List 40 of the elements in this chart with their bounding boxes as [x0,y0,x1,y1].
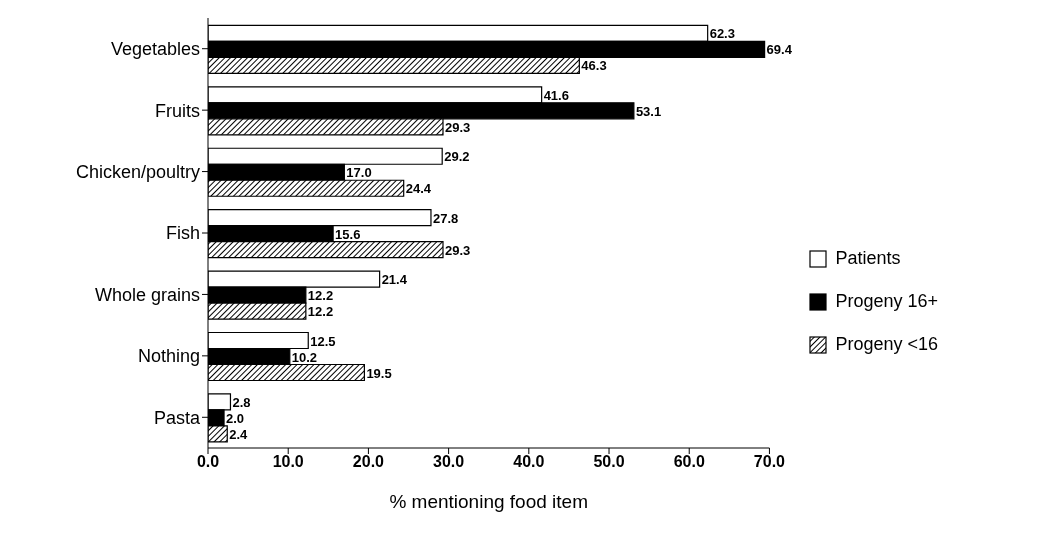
data-label: 12.5 [310,333,336,349]
y-tick-label: Whole grains [94,284,200,305]
legend-label: Progeny <16 [835,334,938,355]
x-tick-label: 60.0 [673,453,705,471]
data-label: 62.3 [709,26,735,42]
data-label: 41.6 [543,87,569,103]
x-tick-label: 40.0 [513,453,545,471]
y-tick-label: Fish [165,223,200,244]
y-tick-label: Fruits [155,100,200,121]
y-tick-label: Vegetables [110,39,200,60]
data-label: 2.8 [232,394,251,410]
x-tick-label: 0.0 [196,453,220,471]
legend-label: Patients [835,248,901,269]
data-label: 46.3 [581,58,607,74]
data-label: 29.3 [445,119,471,135]
legend-label: Progeny 16+ [835,291,938,312]
x-axis-title: % mentioning food item [389,491,588,512]
data-label: 12.2 [307,304,334,320]
x-tick-label: 50.0 [593,453,625,471]
y-tick-label: Chicken/poultry [75,161,200,182]
x-tick-label: 30.0 [433,453,465,471]
data-label: 27.8 [432,210,459,226]
x-tick-label: 70.0 [753,453,786,471]
data-label: 29.3 [445,242,471,258]
y-tick-label: Pasta [153,407,201,428]
data-label: 24.4 [405,181,432,197]
data-label: 69.4 [766,42,793,58]
data-label: 29.2 [444,149,470,165]
y-tick-label: Nothing [137,346,200,367]
data-label: 17.0 [346,165,372,181]
x-tick-label: 20.0 [352,453,385,471]
data-label: 21.4 [381,272,408,288]
x-tick-label: 10.0 [272,453,304,471]
data-label: 2.4 [229,426,249,442]
data-label: 15.6 [335,226,361,242]
data-label: 12.2 [307,288,334,304]
data-label: 2.0 [226,410,245,426]
data-label: 53.1 [635,103,662,119]
data-label: 10.2 [291,349,318,365]
data-label: 19.5 [366,365,392,381]
